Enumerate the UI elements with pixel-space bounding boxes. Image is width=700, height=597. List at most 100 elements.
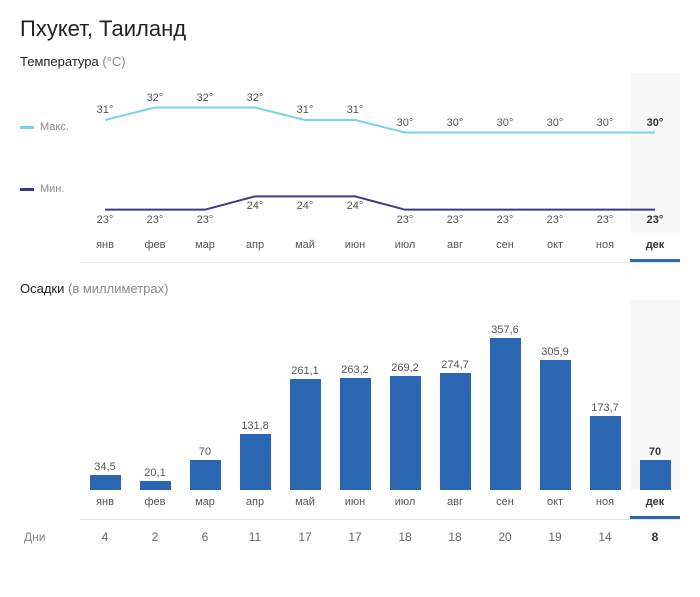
temperature-column[interactable]: 30° 23° [380, 73, 430, 233]
temperature-column[interactable]: 31°23° [80, 73, 130, 233]
days-cell: 6 [180, 530, 230, 544]
month-cell[interactable]: июн [330, 490, 380, 519]
month-cell[interactable]: фев [130, 490, 180, 519]
month-cell[interactable]: янв [80, 233, 130, 262]
month-cell[interactable]: янв [80, 490, 130, 519]
temperature-column[interactable]: 30°23° [580, 73, 630, 233]
precipitation-bar [490, 338, 521, 490]
precipitation-value-label: 261,1 [291, 365, 319, 377]
precipitation-column[interactable]: 269,2 [380, 300, 430, 490]
month-cell[interactable]: май [280, 490, 330, 519]
temperature-column[interactable]: 31° 24° [280, 73, 330, 233]
temperature-column[interactable]: 30°23° [630, 73, 680, 233]
precipitation-value-label: 20,1 [144, 467, 165, 479]
month-cell[interactable]: дек [630, 490, 680, 519]
precipitation-bar [240, 434, 271, 490]
temperature-column[interactable]: 32°23° [130, 73, 180, 233]
temperature-min-value: 23° [480, 214, 530, 226]
legend-max-swatch [20, 126, 34, 129]
days-cell: 19 [530, 530, 580, 544]
month-cell[interactable]: мар [180, 490, 230, 519]
precipitation-heading: Осадки (в миллиметрах) [20, 281, 680, 296]
precipitation-bar [440, 373, 471, 490]
days-cell: 17 [330, 530, 380, 544]
month-cell[interactable]: авг [430, 233, 480, 262]
month-cell[interactable]: фев [130, 233, 180, 262]
temperature-min-value: 23° [580, 214, 630, 226]
temperature-min-value: 23° [380, 214, 430, 226]
days-label: Дни [20, 530, 80, 544]
legend-min-label: Мин. [40, 183, 64, 195]
precipitation-month-row: янвфевмарапрмайиюниюлавгсеноктноядек [80, 490, 680, 520]
temperature-heading: Температура (°C) [20, 54, 680, 69]
temperature-unit: (°C) [102, 54, 125, 69]
days-cell: 17 [280, 530, 330, 544]
temperature-min-value: 24° [280, 200, 330, 212]
days-cell: 18 [380, 530, 430, 544]
month-cell[interactable]: июл [380, 233, 430, 262]
temperature-column[interactable]: 32°24° [230, 73, 280, 233]
month-cell[interactable]: авг [430, 490, 480, 519]
temperature-max-value: 31° [280, 104, 330, 116]
month-cell[interactable]: окт [530, 233, 580, 262]
precipitation-column[interactable]: 131,8 [230, 300, 280, 490]
month-cell[interactable]: мар [180, 233, 230, 262]
precipitation-value-label: 131,8 [241, 420, 269, 432]
precipitation-bar [540, 360, 571, 490]
temperature-chart: Макс. Мин. 31°23°32°23°32°23°32°24°31°24… [20, 73, 680, 263]
month-cell[interactable]: апр [230, 490, 280, 519]
temperature-min-value: 23° [630, 214, 680, 226]
temperature-column[interactable]: 30° 23° [530, 73, 580, 233]
precipitation-column[interactable]: 70 [180, 300, 230, 490]
legend-max: Макс. [20, 121, 80, 133]
month-cell[interactable]: апр [230, 233, 280, 262]
temperature-heading-text: Температура [20, 54, 99, 69]
month-cell[interactable]: ноя [580, 490, 630, 519]
legend-max-label: Макс. [40, 121, 69, 133]
temperature-column[interactable]: 32°23° [180, 73, 230, 233]
month-cell[interactable]: июл [380, 490, 430, 519]
days-cell: 4 [80, 530, 130, 544]
precipitation-column[interactable]: 173,7 [580, 300, 630, 490]
temperature-max-value: 30° [380, 117, 430, 129]
legend-min-swatch [20, 188, 34, 191]
month-cell[interactable]: ноя [580, 233, 630, 262]
temperature-min-value: 23° [530, 214, 580, 226]
precipitation-column[interactable]: 357,6 [480, 300, 530, 490]
precipitation-bar [390, 376, 421, 490]
month-cell[interactable]: июн [330, 233, 380, 262]
temperature-max-value: 30° [530, 117, 580, 129]
precipitation-column[interactable]: 305,9 [530, 300, 580, 490]
temperature-max-value: 31° [80, 104, 130, 116]
precipitation-column[interactable]: 20,1 [130, 300, 180, 490]
month-cell[interactable]: сен [480, 233, 530, 262]
days-cell: 14 [580, 530, 630, 544]
days-cell: 2 [130, 530, 180, 544]
month-cell[interactable]: май [280, 233, 330, 262]
temperature-min-value: 24° [330, 200, 380, 212]
month-cell[interactable]: дек [630, 233, 680, 262]
precipitation-bar [90, 475, 121, 490]
days-row: Дни 42611171718182019148 [20, 530, 680, 544]
temperature-column[interactable]: 30°23° [430, 73, 480, 233]
month-cell[interactable]: окт [530, 490, 580, 519]
precipitation-value-label: 269,2 [391, 362, 419, 374]
precipitation-bar [190, 460, 221, 490]
precipitation-column[interactable]: 274,7 [430, 300, 480, 490]
precipitation-column[interactable]: 263,2 [330, 300, 380, 490]
precipitation-bar [590, 416, 621, 490]
precipitation-column[interactable]: 261,1 [280, 300, 330, 490]
temperature-column[interactable]: 31°24° [330, 73, 380, 233]
precipitation-value-label: 357,6 [491, 324, 519, 336]
temperature-min-value: 23° [180, 214, 230, 226]
days-cell: 20 [480, 530, 530, 544]
precipitation-column[interactable]: 34,5 [80, 300, 130, 490]
temperature-max-value: 30° [430, 117, 480, 129]
precipitation-value-label: 305,9 [541, 346, 569, 358]
precipitation-column[interactable]: 70 [630, 300, 680, 490]
month-cell[interactable]: сен [480, 490, 530, 519]
precipitation-value-label: 173,7 [591, 402, 619, 414]
temperature-column[interactable]: 30°23° [480, 73, 530, 233]
precipitation-bar [640, 460, 671, 490]
temperature-min-value: 23° [130, 214, 180, 226]
